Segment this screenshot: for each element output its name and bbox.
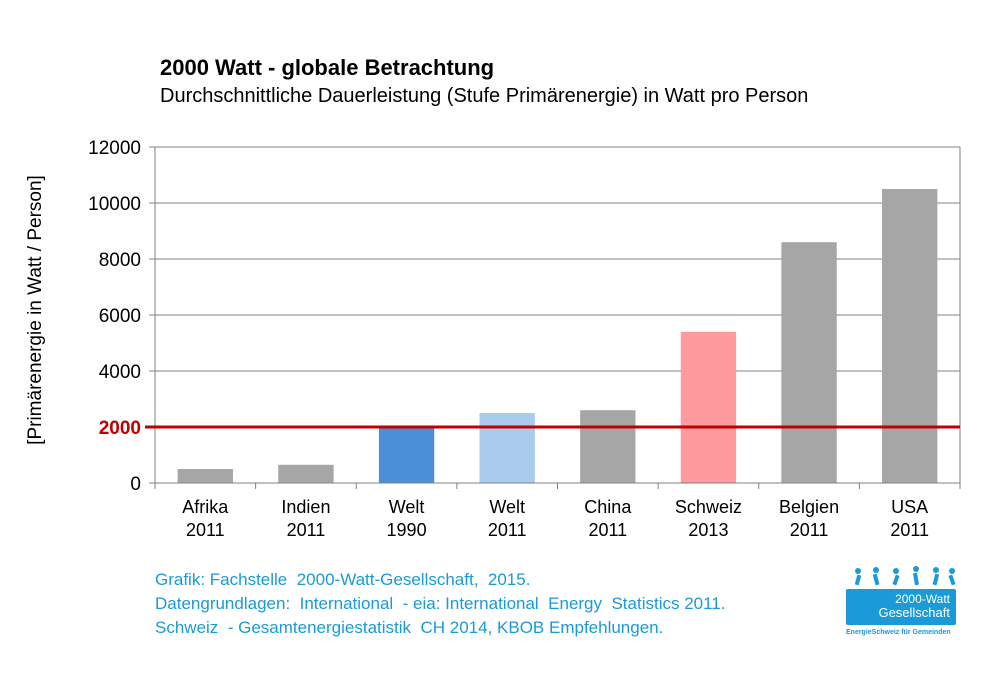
logo-badge: 2000-Watt Gesellschaft [846,589,956,625]
logo-text-line2: Gesellschaft [878,605,950,620]
bar [378,427,435,483]
x-tick-label: Schweiz [675,497,742,517]
y-tick-label: 10000 [88,194,141,215]
bar [882,189,938,483]
bar [580,410,636,483]
x-tick-label: Belgien [779,497,839,517]
bar-chart: 0 2000 4000 6000 8000 10000 12000 Afrika 2011 Ind… [88,138,961,540]
x-tick-label-year: 2013 [688,520,728,540]
bar [781,242,837,483]
y-tick-label: 12000 [88,138,141,159]
x-tick-label-year: 2011 [186,520,225,540]
x-tick-label: Afrika [182,497,229,517]
x-tick-label-year: 2011 [488,520,527,540]
bar [680,331,737,483]
y-tick-label: 2000 [99,418,141,439]
logo-text-line1: 2000-Watt [895,592,950,606]
chart-subtitle: Durchschnittliche Dauerleistung (Stufe P… [160,85,809,107]
x-tick-label-year: 2011 [287,520,326,540]
bar [479,413,535,483]
bar [177,469,233,483]
logo-tagline: EnergieSchweiz für Gemeinden [846,629,951,636]
y-tick-label: 4000 [99,362,141,383]
source-line-2: Datengrundlagen: International - eia: In… [155,594,726,613]
x-tick-label: Welt [489,497,525,517]
y-tick-label: 8000 [99,250,141,271]
x-tick-label-year: 2011 [588,520,627,540]
y-tick-label: 6000 [99,306,141,327]
x-tick-label: China [584,497,632,517]
y-tick-label: 0 [130,474,141,495]
bar [278,464,334,483]
source-line-3: Schweiz - Gesamtenergiestatistik CH 2014… [155,618,664,637]
chart-title: 2000 Watt - globale Betrachtung [160,55,495,80]
source-line-1: Grafik: Fachstelle 2000-Watt-Gesellschaf… [155,570,531,589]
x-tick-label: USA [891,497,928,517]
x-tick-label: Welt [389,497,425,517]
logo-2000-watt: 2000-Watt Gesellschaft EnergieSchweiz fü… [842,565,960,645]
x-tick-label: Indien [281,497,330,517]
runners-icon [854,566,956,586]
x-tick-label-year: 1990 [387,520,427,540]
x-tick-label-year: 2011 [790,520,829,540]
x-tick-label-year: 2011 [890,520,929,540]
